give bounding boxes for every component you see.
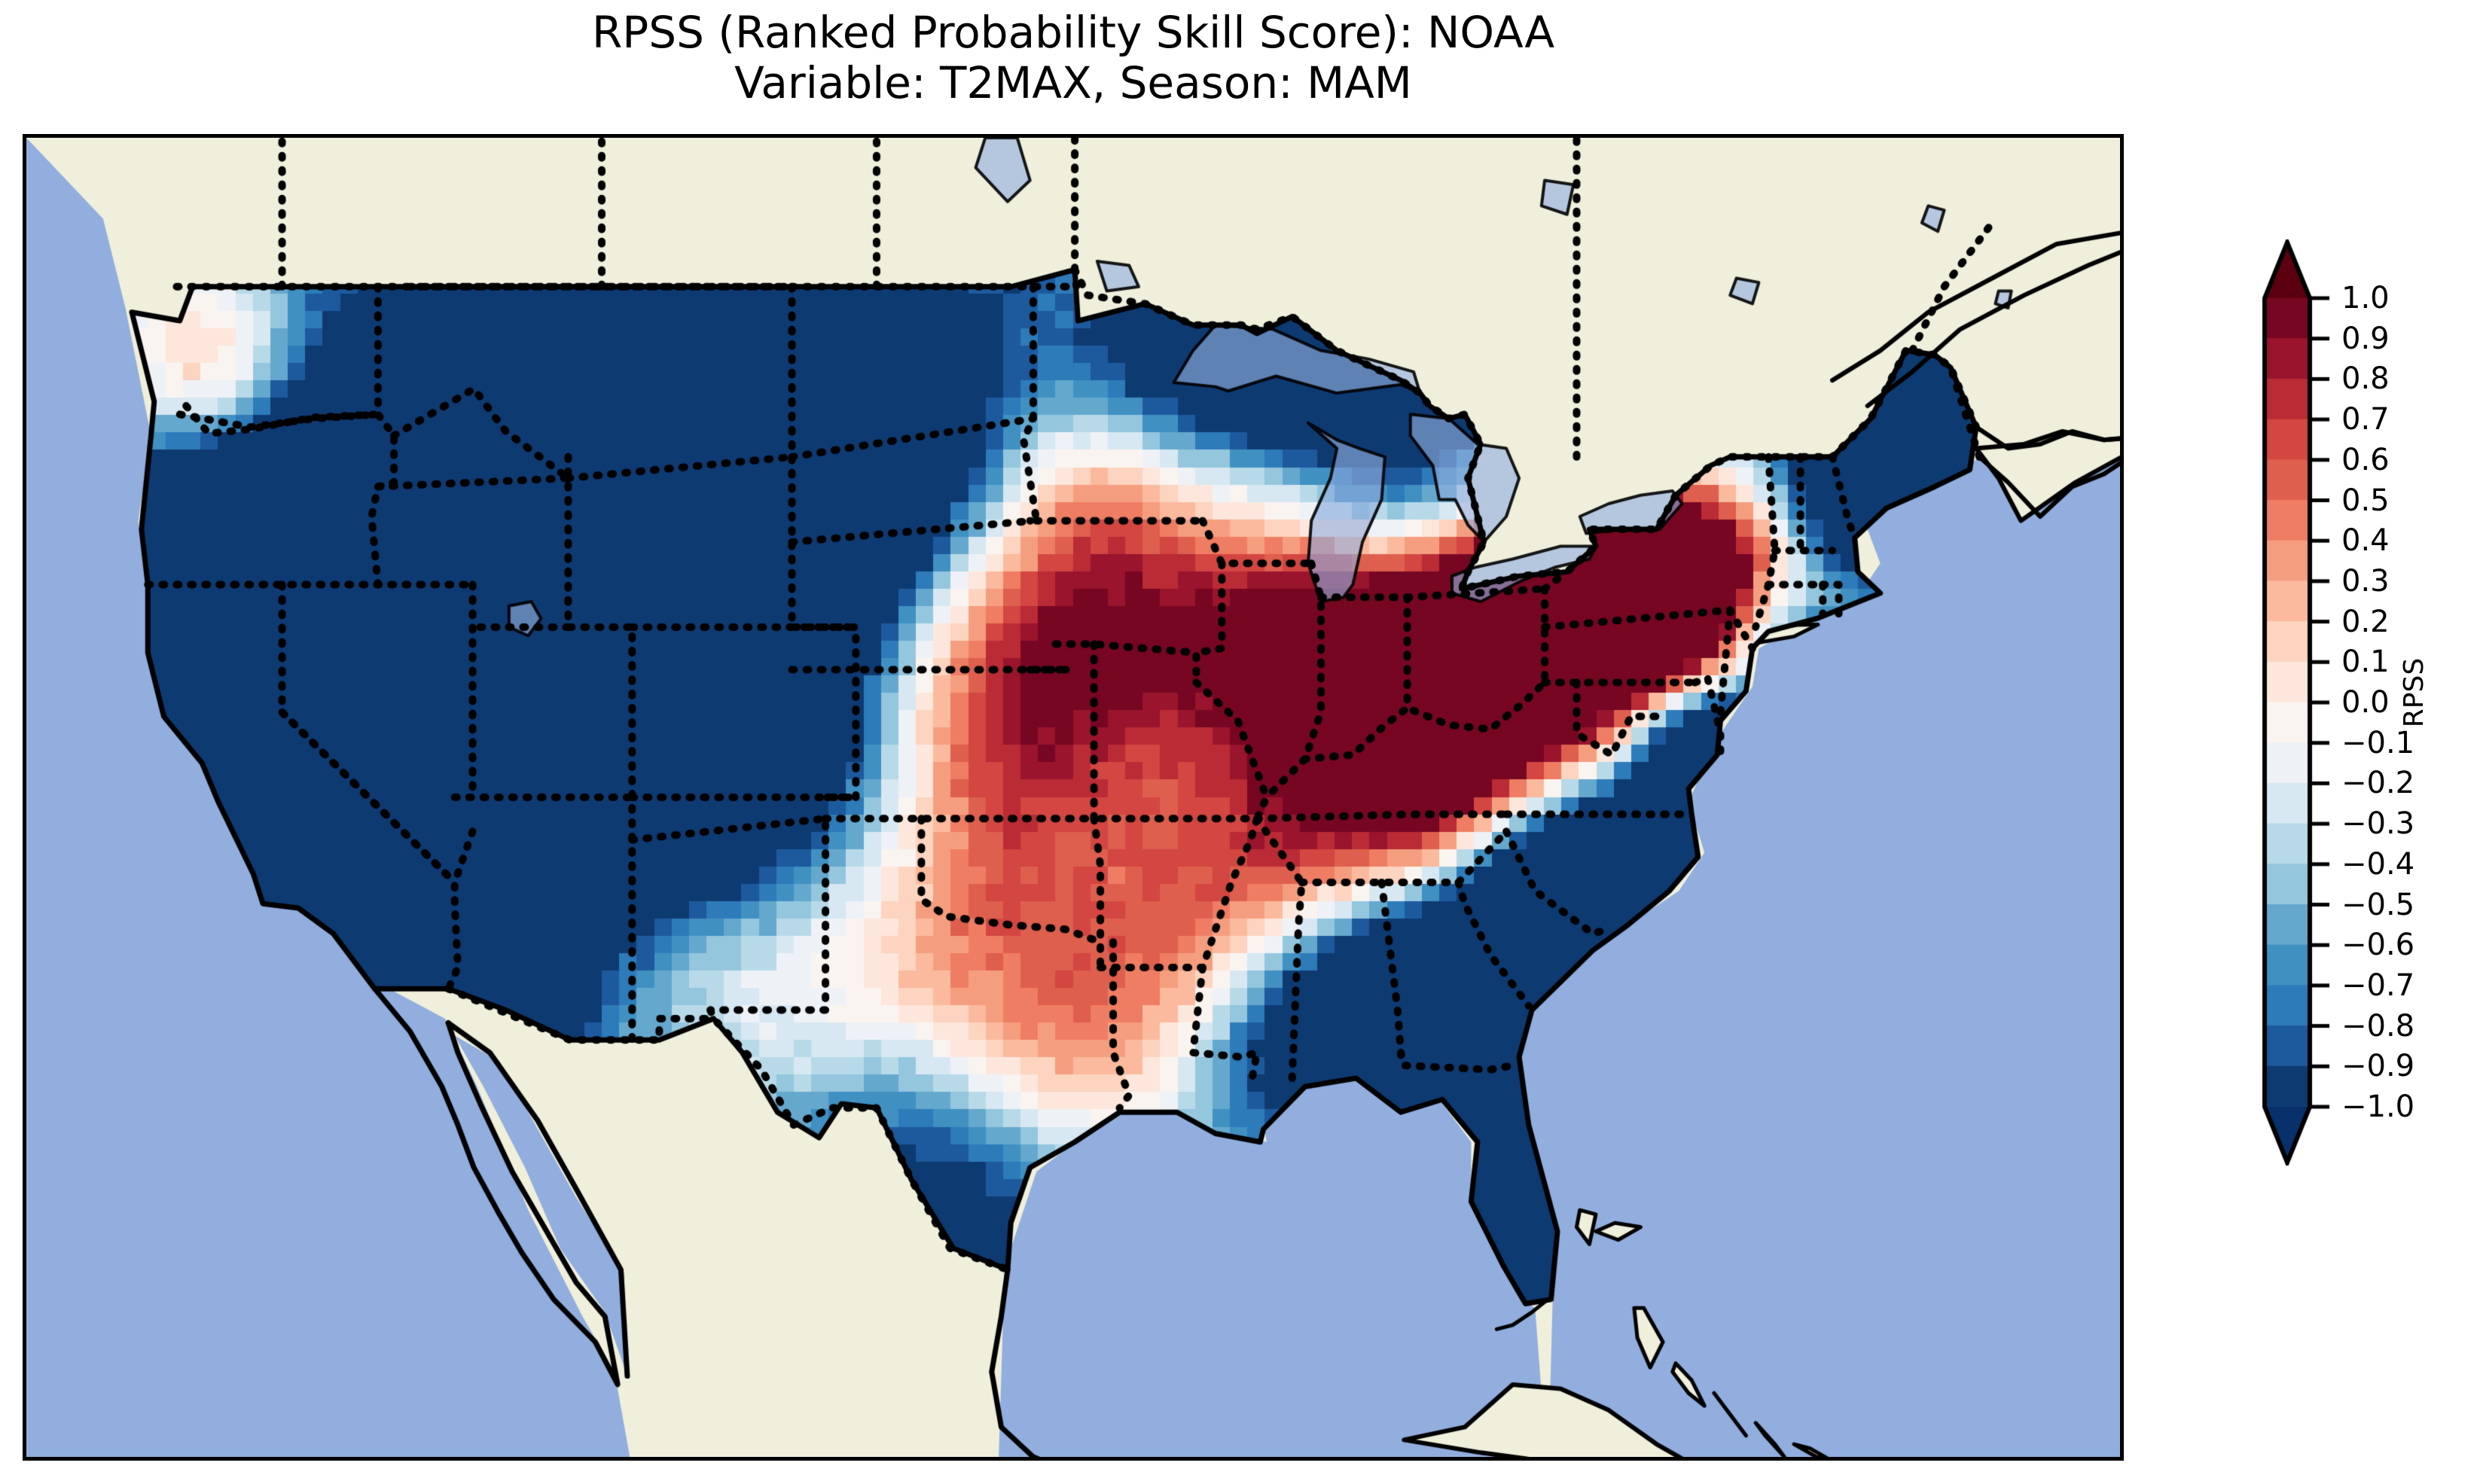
colorbar-gradient xyxy=(2254,239,2337,1166)
colorbar: 1.0 0.9 0.8 0.7 0.6 0.5 0.4 0.3 0.2 0.1 0.0 −0.1 −0.… xyxy=(2241,226,2474,1175)
colorbar-tick-3: 0.7 xyxy=(2341,402,2390,437)
colorbar-tick-16: −0.6 xyxy=(2341,928,2415,963)
colorbar-tick-13: −0.3 xyxy=(2341,806,2415,842)
colorbar-tick-5: 0.5 xyxy=(2341,483,2390,518)
colorbar-tick-9: 0.1 xyxy=(2341,644,2390,680)
colorbar-tick-7: 0.3 xyxy=(2341,563,2390,599)
colorbar-tick-17: −0.7 xyxy=(2341,967,2415,1003)
colorbar-tick-11: −0.1 xyxy=(2341,725,2415,760)
colorbar-tick-labels: 1.0 0.9 0.8 0.7 0.6 0.5 0.4 0.3 0.2 0.1 0.0 −0.1 −0.… xyxy=(2241,226,2474,1175)
colorbar-tick-14: −0.4 xyxy=(2341,846,2415,882)
colorbar-tick-0: 1.0 xyxy=(2341,281,2390,315)
map-axes xyxy=(23,134,2124,1461)
colorbar-tick-6: 0.4 xyxy=(2341,523,2390,559)
colorbar-axis-label: RPSS xyxy=(2399,657,2430,728)
colorbar-tick-15: −0.5 xyxy=(2341,887,2415,922)
colorbar-tick-20: −1.0 xyxy=(2341,1089,2415,1124)
page-title: RPSS (Ranked Probability Skill Score): N… xyxy=(0,7,2146,109)
colorbar-tick-12: −0.2 xyxy=(2341,766,2415,801)
colorbar-tick-18: −0.8 xyxy=(2341,1008,2415,1044)
rpss-heatmap-canvas xyxy=(26,138,2120,1457)
colorbar-tick-8: 0.2 xyxy=(2341,604,2390,639)
colorbar-tick-4: 0.6 xyxy=(2341,442,2390,477)
title-line-1: RPSS (Ranked Probability Skill Score): N… xyxy=(591,7,1554,58)
title-line-2: Variable: T2MAX, Season: MAM xyxy=(734,57,1412,109)
colorbar-tick-19: −0.9 xyxy=(2341,1049,2415,1084)
colorbar-tick-2: 0.8 xyxy=(2341,361,2390,397)
colorbar-tick-10: 0.0 xyxy=(2341,685,2390,720)
colorbar-tick-1: 0.9 xyxy=(2341,321,2390,356)
